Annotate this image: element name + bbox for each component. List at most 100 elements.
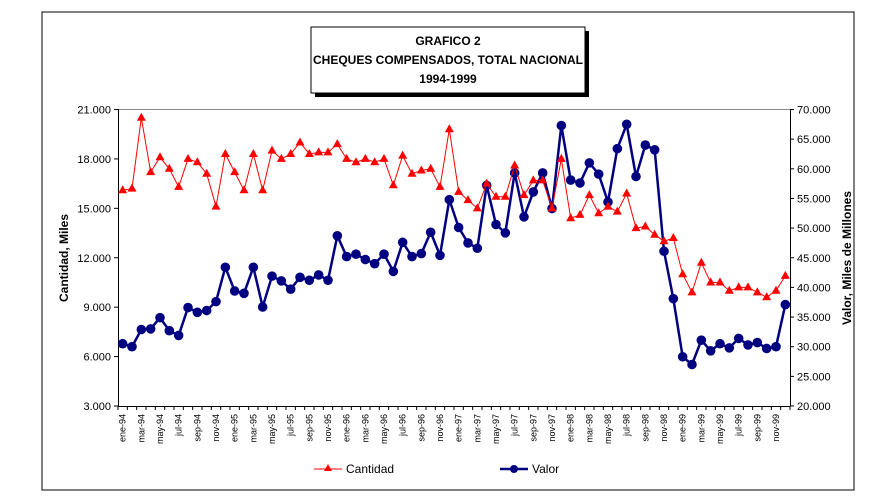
legend-cantidad-marker	[324, 464, 332, 471]
x-tick-label: may-97	[491, 414, 501, 444]
point-valor	[472, 243, 483, 254]
left-tick-label: 18.000	[77, 154, 111, 166]
point-valor	[276, 276, 287, 286]
point-cantidad	[743, 282, 753, 291]
point-valor	[509, 168, 520, 178]
point-cantidad	[724, 285, 734, 294]
right-tick-label: 20.000	[797, 401, 831, 413]
x-tick-label: may-94	[155, 414, 165, 444]
point-cantidad	[491, 191, 501, 200]
point-valor	[407, 251, 417, 262]
point-valor	[696, 335, 707, 345]
chart-title-line-2: CHEQUES COMPENSADOS, TOTAL NACIONAL	[313, 53, 583, 67]
x-tick-label: ene-97	[454, 414, 464, 442]
point-valor	[584, 158, 595, 168]
x-tick-label: nov-94	[211, 414, 221, 442]
right-tick-label: 70.000	[797, 105, 831, 117]
right-tick-label: 35.000	[797, 312, 831, 324]
point-valor	[463, 238, 473, 248]
right-tick-label: 65.000	[797, 134, 831, 146]
point-cantidad	[594, 208, 604, 217]
x-tick-label: ene-98	[566, 414, 576, 442]
point-cantidad	[687, 287, 697, 296]
point-cantidad	[547, 203, 557, 212]
point-valor	[733, 333, 744, 344]
point-valor	[715, 338, 725, 349]
x-tick-label: sep-98	[640, 414, 650, 442]
point-cantidad	[155, 152, 165, 161]
point-valor	[379, 249, 389, 259]
point-valor	[761, 343, 772, 354]
x-tick-label: jul-95	[286, 414, 296, 437]
point-cantidad	[566, 213, 576, 222]
x-tick-label: nov-95	[323, 414, 333, 442]
x-tick-label: may-99	[715, 414, 725, 444]
point-cantidad	[519, 190, 529, 199]
chart-title-line-1: GRAFICO 2	[415, 34, 481, 48]
point-valor	[565, 175, 576, 185]
point-cantidad	[370, 157, 380, 166]
point-valor	[724, 343, 735, 353]
point-cantidad	[118, 185, 128, 194]
point-valor	[183, 302, 193, 313]
point-valor	[145, 324, 156, 334]
point-valor	[743, 340, 753, 350]
left-tick-label: 12.000	[77, 253, 111, 265]
point-cantidad	[640, 221, 650, 230]
point-valor	[612, 143, 623, 154]
left-tick-label: 3.000	[83, 401, 111, 413]
x-tick-label: nov-97	[547, 414, 557, 442]
left-tick-label: 9.000	[83, 302, 111, 314]
point-cantidad	[556, 153, 566, 162]
point-valor	[677, 351, 688, 362]
point-cantidad	[659, 236, 669, 245]
point-valor	[444, 194, 455, 205]
point-cantidad	[127, 183, 137, 192]
series-line-cantidad	[122, 117, 786, 298]
right-tick-label: 60.000	[797, 164, 831, 176]
point-valor	[640, 140, 651, 150]
point-cantidad	[715, 277, 725, 286]
point-cantidad	[360, 153, 370, 162]
x-tick-label: may-98	[603, 414, 613, 444]
point-valor	[687, 359, 697, 370]
point-valor	[295, 272, 305, 283]
x-tick-label: sep-97	[528, 414, 538, 442]
point-cantidad	[454, 186, 464, 195]
point-cantidad	[696, 257, 706, 266]
point-cantidad	[426, 163, 436, 172]
right-tick-label: 40.000	[797, 282, 831, 294]
point-valor	[192, 307, 203, 318]
point-valor	[780, 299, 791, 310]
x-tick-label: jul-97	[510, 414, 520, 437]
point-valor	[360, 254, 371, 265]
left-tick-label: 6.000	[83, 352, 111, 364]
x-tick-label: jul-96	[398, 414, 408, 437]
point-valor	[285, 284, 296, 294]
point-cantidad	[398, 150, 408, 159]
point-valor	[631, 171, 641, 182]
point-valor	[593, 169, 604, 179]
left-axis-label: Cantidad, Miles	[57, 214, 71, 302]
series-layer	[117, 112, 791, 370]
x-tick-label: jul-98	[622, 414, 632, 437]
point-cantidad	[295, 137, 305, 146]
point-cantidad	[762, 292, 772, 301]
legend-cantidad-label: Cantidad	[346, 462, 394, 476]
x-tick-label: jul-94	[174, 414, 184, 437]
right-tick-label: 55.000	[797, 193, 831, 205]
point-valor	[771, 341, 781, 352]
point-cantidad	[482, 178, 492, 187]
point-valor	[323, 275, 333, 286]
point-cantidad	[435, 181, 445, 190]
point-cantidad	[668, 232, 678, 241]
x-tick-label: sep-99	[752, 414, 762, 442]
x-tick-label: sep-94	[192, 414, 202, 442]
point-cantidad	[248, 148, 258, 157]
point-valor	[416, 248, 427, 259]
point-cantidad	[678, 269, 688, 278]
point-valor	[211, 296, 221, 307]
point-valor	[556, 120, 567, 131]
point-cantidad	[734, 282, 744, 291]
